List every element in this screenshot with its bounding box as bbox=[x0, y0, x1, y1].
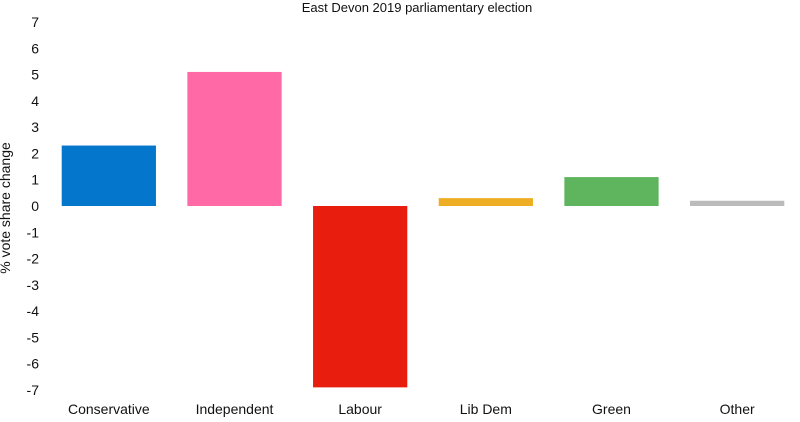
y-tick-label: 7 bbox=[31, 14, 39, 30]
y-tick-label: -6 bbox=[27, 356, 40, 372]
bar-other bbox=[690, 200, 785, 206]
x-category-label: Labour bbox=[338, 401, 382, 417]
x-category-label: Independent bbox=[196, 401, 274, 417]
y-axis-title: % vote share change bbox=[0, 142, 13, 274]
bar-green bbox=[564, 177, 659, 206]
y-tick-label: -2 bbox=[27, 251, 40, 267]
y-tick-label: -4 bbox=[27, 303, 40, 319]
chart-title: East Devon 2019 parliamentary election bbox=[302, 0, 533, 15]
x-category-label: Other bbox=[720, 401, 755, 417]
y-tick-label: -5 bbox=[27, 329, 40, 345]
y-tick-label: -1 bbox=[27, 224, 40, 240]
y-tick-label: 0 bbox=[31, 198, 39, 214]
y-tick-label: 2 bbox=[31, 145, 39, 161]
x-category-label: Lib Dem bbox=[460, 401, 512, 417]
y-tick-label: 3 bbox=[31, 119, 39, 135]
y-tick-label: 1 bbox=[31, 172, 39, 188]
x-category-label: Green bbox=[592, 401, 631, 417]
y-tick-label: -7 bbox=[27, 382, 40, 398]
bar-independent bbox=[187, 71, 282, 206]
bar-conservative bbox=[61, 145, 156, 206]
y-tick-label: 6 bbox=[31, 40, 39, 56]
bar-lib-dem bbox=[438, 198, 533, 206]
x-category-label: Conservative bbox=[68, 401, 150, 417]
bars-group bbox=[61, 71, 785, 388]
bar-labour bbox=[313, 206, 408, 388]
y-axis-ticks: 7 6 5 4 3 2 1 0 -1 -2 -3 -4 -5 -6 -7 bbox=[27, 14, 40, 398]
x-axis-labels: Conservative Independent Labour Lib Dem Gree… bbox=[68, 401, 755, 417]
y-tick-label: 5 bbox=[31, 67, 39, 83]
y-tick-label: -3 bbox=[27, 277, 40, 293]
y-tick-label: 4 bbox=[31, 93, 39, 109]
